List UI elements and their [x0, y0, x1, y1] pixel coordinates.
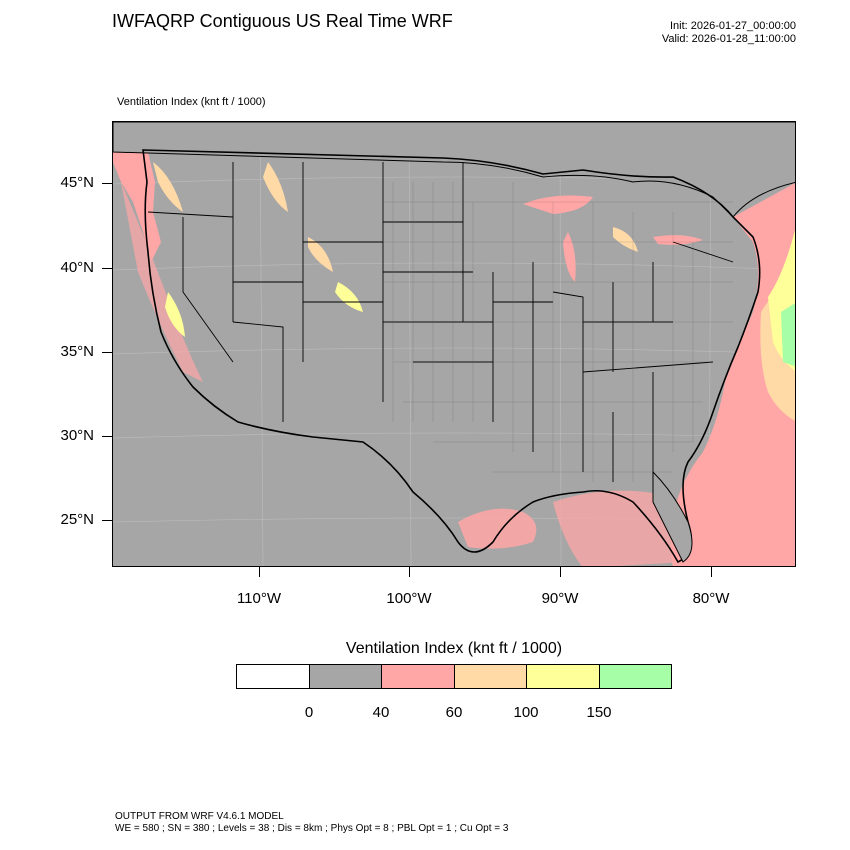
lat-tick-30: [102, 436, 112, 437]
lon-label-110: 110°W: [236, 590, 282, 607]
colorbar-bin: [309, 665, 382, 688]
vi-atlantic-150: [781, 303, 795, 367]
map-panel: [112, 121, 796, 567]
lat-label-35: 35°N: [60, 343, 94, 360]
map-svg: [113, 122, 795, 566]
vi-sierra: [165, 292, 185, 337]
model-info: OUTPUT FROM WRF V4.6.1 MODEL: [115, 811, 284, 822]
colorbar-label: 0: [304, 704, 314, 721]
vi-gulf-west: [458, 508, 537, 549]
colorbar-bin: [382, 665, 455, 688]
vi-wyoming: [308, 237, 333, 272]
lon-tick-110: [259, 567, 260, 577]
conus-outline: [142, 149, 761, 564]
lon-label-80: 80°W: [692, 590, 730, 607]
model-settings: WE = 580 ; SN = 380 ; Levels = 38 ; Dis …: [115, 823, 509, 834]
colorbar-label: 60: [445, 704, 463, 721]
vi-cascades: [153, 162, 183, 212]
lat-label-30: 30°N: [60, 427, 94, 444]
init-time: Init: 2026-01-27_00:00:00: [670, 20, 796, 32]
valid-time: Valid: 2026-01-28_11:00:00: [661, 33, 796, 45]
colorbar: [236, 664, 672, 689]
variable-label: Ventilation Index (knt ft / 1000): [117, 96, 266, 108]
lake-michigan: [563, 232, 576, 282]
colorbar-bin: [599, 665, 671, 688]
canada-land: [113, 122, 795, 218]
colorbar-label: 40: [372, 704, 390, 721]
colorbar-title: Ventilation Index (knt ft / 1000): [345, 640, 563, 657]
colorbar-label: 150: [586, 704, 612, 721]
vi-pacific-coast: [121, 182, 203, 382]
colorbar-bin: [237, 665, 310, 688]
lake-superior: [523, 195, 593, 214]
lake-ontario: [653, 235, 703, 245]
lon-tick-100: [409, 567, 410, 577]
colorbar-bin: [454, 665, 527, 688]
colorbar-bin: [527, 665, 600, 688]
vi-rockies-north: [263, 162, 288, 212]
lat-tick-35: [102, 352, 112, 353]
lat-tick-45: [102, 183, 112, 184]
vi-rockies-colorado: [335, 282, 363, 312]
lat-tick-40: [102, 268, 112, 269]
lat-label-40: 40°N: [60, 259, 94, 276]
lat-label-45: 45°N: [60, 174, 94, 191]
county-lines: [383, 182, 733, 482]
chart-title: IWFAQRP Contiguous US Real Time WRF: [112, 11, 453, 31]
lat-label-25: 25°N: [60, 511, 94, 528]
colorbar-label: 100: [513, 704, 539, 721]
vi-pacific-nw: [113, 122, 161, 262]
vi-atlantic-40: [671, 183, 795, 566]
lon-tick-90: [560, 567, 561, 577]
lat-tick-25: [102, 520, 112, 521]
lon-label-90: 90°W: [541, 590, 579, 607]
lon-tick-80: [711, 567, 712, 577]
lake-huron: [613, 227, 638, 252]
lon-label-100: 100°W: [386, 590, 432, 607]
florida: [652, 470, 693, 563]
